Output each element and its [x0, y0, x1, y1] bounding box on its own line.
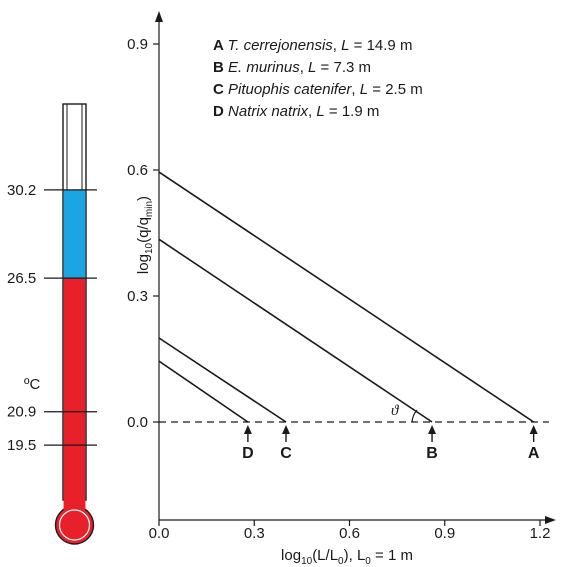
y-tick-label: 0.6 — [127, 162, 148, 179]
x-tick-label: 0.6 — [339, 525, 360, 542]
series-lines — [158, 171, 535, 423]
legend-entry: B E. murinus, L = 7.3 m — [213, 59, 371, 76]
thermometer-tick-label: 26.5 — [7, 270, 36, 287]
series-line — [158, 360, 249, 423]
marker-arrow-head — [282, 425, 290, 434]
axes: 0.0 0.3 0.6 0.9 0.0 0.3 0.6 0.9 1.2 — [127, 11, 556, 542]
x-tick-label: 1.2 — [530, 525, 551, 542]
y-tick-label: 0.9 — [127, 36, 148, 53]
legend: A T. cerrejonensis, L = 14.9 m B E. murin… — [213, 37, 423, 120]
thermometer-blue-fill — [63, 189, 86, 279]
y-axis-title: log10(q/qmin) — [135, 196, 155, 274]
x-tick-label: 0.9 — [434, 525, 455, 542]
marker-arrow-head — [529, 425, 538, 434]
y-axis-arrow — [155, 11, 163, 22]
series-line — [158, 238, 433, 423]
x-axis-arrow — [545, 516, 556, 524]
x-axis-title: log10(L/L0), L0 = 1 m — [281, 547, 413, 567]
series-line — [158, 171, 535, 423]
legend-entry: D Natrix natrix, L = 1.9 m — [213, 103, 379, 120]
marker-arrow-head — [243, 425, 252, 434]
marker-label: A — [528, 445, 540, 462]
x-tick-label: 0.0 — [149, 525, 170, 542]
marker-label: C — [280, 445, 292, 462]
thermometer-bulb-highlight — [58, 509, 91, 541]
marker-arrow-head — [428, 425, 437, 434]
thermometer-tick-label: 20.9 — [7, 404, 36, 421]
series-line — [158, 337, 287, 423]
thermometer-unit: ºC — [24, 376, 40, 393]
y-tick-label: 0.3 — [127, 288, 148, 305]
thermometer-tick-label: 19.5 — [7, 437, 36, 454]
thermometer-tick-label: 30.2 — [7, 182, 36, 199]
legend-entry: A T. cerrejonensis, L = 14.9 m — [213, 37, 412, 54]
legend-entry: C Pituophis catenifer, L = 2.5 m — [213, 81, 423, 98]
theta-label: ϑ — [391, 403, 400, 419]
thermometer: 30.2 26.5 20.9 19.5 ºC — [7, 103, 97, 545]
x-tick-label: 0.3 — [244, 525, 265, 542]
y-tick-label: 0.0 — [127, 414, 148, 431]
angle-arc — [411, 409, 418, 423]
thermometer-red-fill — [63, 278, 86, 520]
length-markers: A B C D — [242, 425, 540, 462]
marker-label: B — [426, 445, 438, 462]
marker-label: D — [242, 445, 254, 462]
thermometer-neck — [63, 500, 86, 512]
